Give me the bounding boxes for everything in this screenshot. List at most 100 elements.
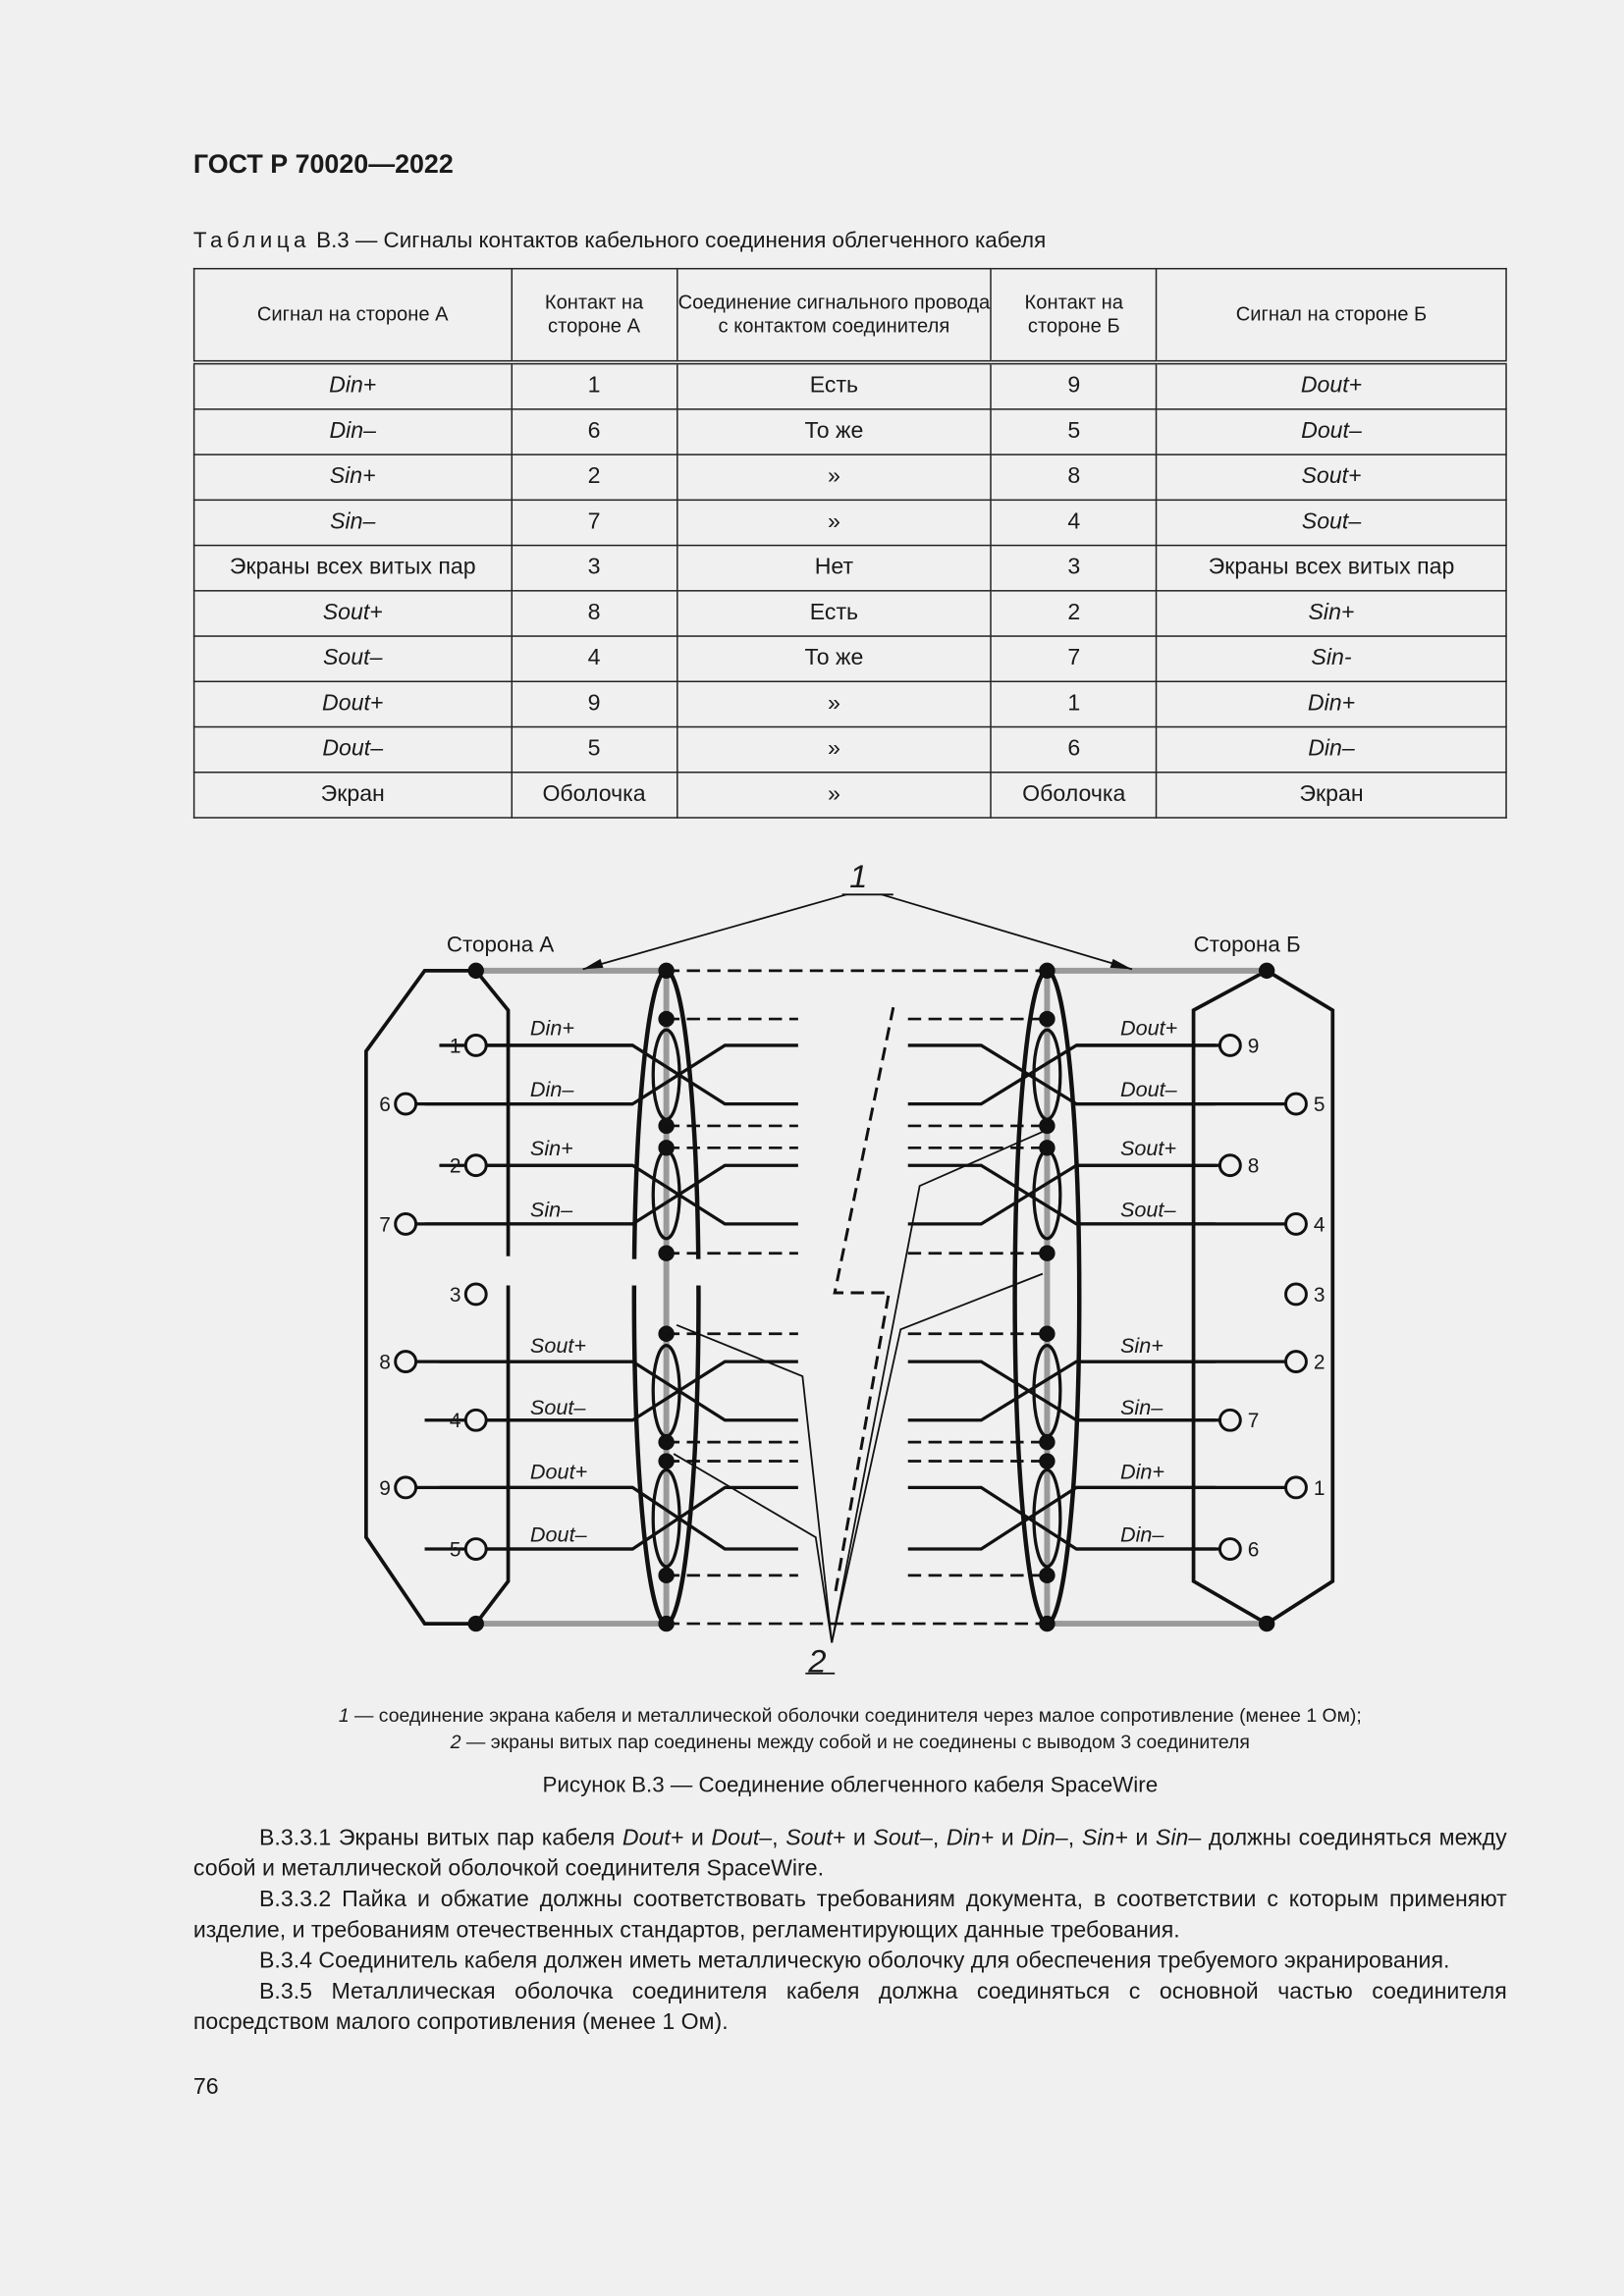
pin-number-a: 6 — [379, 1094, 391, 1116]
pin-circle — [1284, 1092, 1308, 1116]
table-cell: Din– — [192, 408, 513, 455]
text-run: В.3.3.2 Пайка и обжатие должны соответст… — [192, 1887, 1507, 1944]
text-run: В.3.5 Металлическая оболочка соединителя… — [192, 1979, 1507, 2036]
pin-circle — [463, 1153, 488, 1178]
text-run: Din– — [1021, 1825, 1068, 1851]
body-text: В.3.3.1 Экраны витых пар кабеля Dout+ и … — [193, 1823, 1507, 2038]
note-number: 2 — [450, 1730, 461, 1753]
connector-b-inner — [1191, 969, 1269, 1626]
shield-junction-dot — [1258, 1615, 1275, 1632]
arrow-head — [582, 958, 604, 970]
document-header: ГОСТ Р 70020—2022 — [192, 149, 454, 179]
junction-dot — [1039, 1245, 1056, 1261]
table-cell: Оболочка — [990, 772, 1158, 819]
pin-circle — [463, 1033, 488, 1057]
table-cell: » — [676, 680, 993, 728]
table-caption-text: В.3 — Сигналы контактов кабельного соеди… — [309, 228, 1047, 254]
pin-number-b: 4 — [1314, 1213, 1326, 1236]
signal-label-b: Dout+ — [1120, 1015, 1177, 1040]
table-cell: 7 — [990, 635, 1158, 683]
table-cell: Din+ — [192, 361, 513, 410]
table-cell: » — [676, 772, 993, 819]
callout-1: 1 — [849, 858, 867, 894]
signal-label-b: Sin– — [1120, 1395, 1164, 1419]
gap — [626, 1258, 642, 1286]
text-run: и — [683, 1825, 712, 1851]
note-number: 1 — [338, 1704, 350, 1727]
signal-label-a: Sin– — [530, 1197, 573, 1221]
shield-junction-dot — [1039, 962, 1056, 980]
callout-leader — [676, 1323, 834, 1643]
table-cell: Din+ — [1156, 680, 1507, 728]
signal-label-b: Din– — [1120, 1522, 1164, 1547]
table-cell: Dout– — [1156, 408, 1507, 455]
col-header: Сигнал на стороне Б — [1156, 267, 1507, 365]
wire — [439, 1485, 798, 1551]
callout-2: 2 — [807, 1642, 826, 1679]
gap — [690, 1258, 706, 1286]
pin-circle — [394, 1092, 418, 1116]
table-row: Экран Оболочка» Оболочка Экран — [192, 772, 1507, 819]
table-cell: 6 — [990, 725, 1158, 774]
pair-shield-ellipse — [1032, 1468, 1062, 1569]
figure-note-2: 2 — экраны витых пар соединены между соб… — [193, 1731, 1507, 1752]
table-cell: Оболочка — [511, 772, 678, 819]
table-cell: Экран — [1156, 772, 1507, 819]
text-run: Sin+ — [1081, 1825, 1128, 1851]
text-run: и — [845, 1825, 874, 1851]
table-cell: Sin+ — [192, 454, 513, 502]
paragraph: В.3.3.1 Экраны витых пар кабеля Dout+ и … — [193, 1823, 1507, 1885]
col-header: Контакт на стороне Б — [990, 267, 1158, 365]
table-cell: » — [676, 725, 993, 774]
text-run: Sout+ — [785, 1825, 846, 1851]
pin-number-b: 5 — [1314, 1094, 1326, 1116]
pin-number-b: 1 — [1314, 1477, 1326, 1500]
junction-dot — [1039, 1453, 1056, 1469]
paragraph: В.3.3.2 Пайка и обжатие должны соответст… — [193, 1885, 1507, 1947]
callout-leader — [673, 1453, 834, 1643]
connector-a-inner — [474, 1285, 511, 1626]
text-run: должны соединяться между собой и металли… — [192, 1825, 1507, 1882]
table-cell: То же — [676, 635, 993, 683]
side-a-label: Сторона А — [447, 932, 554, 956]
table-cell: 5 — [990, 408, 1158, 455]
text-run: и — [994, 1825, 1022, 1851]
signal-table: Сигнал на стороне А Контакт на стороне А… — [192, 267, 1507, 819]
pin-circle — [1284, 1282, 1308, 1307]
cable-break-line — [833, 1006, 895, 1596]
signal-label-a: Dout– — [530, 1522, 588, 1547]
table-cell: Экран — [192, 772, 513, 819]
text-run: Dout– — [711, 1825, 773, 1851]
pin-circle — [1218, 1537, 1242, 1561]
paragraph: В.3.5 Металлическая оболочка соединителя… — [193, 1977, 1507, 2039]
pin-number-b: 2 — [1314, 1352, 1326, 1374]
signal-label-a: Din+ — [530, 1015, 574, 1040]
table-row: Dout+ 9» 1 Din+ — [192, 680, 1507, 728]
signal-label-a: Sout+ — [530, 1333, 586, 1358]
table-caption-prefix: Таблица — [192, 228, 310, 254]
signal-label-b: Din+ — [1120, 1459, 1164, 1483]
table-cell: 8 — [990, 454, 1158, 502]
figure-note-1: 1 — соединение экрана кабеля и металличе… — [193, 1704, 1507, 1726]
table-cell: Sin– — [192, 499, 513, 547]
table-cell: » — [676, 499, 993, 547]
pin-circle — [394, 1475, 418, 1500]
table-cell: 1 — [511, 361, 678, 410]
table-row: Din+ 1 Есть 9 Dout+ — [192, 361, 1507, 410]
signal-label-a: Dout+ — [530, 1459, 587, 1483]
table-cell: 2 — [990, 590, 1158, 637]
table-cell: 9 — [511, 680, 678, 728]
col-header: Соединение сигнального провода с контакт… — [676, 267, 993, 365]
pin-circle — [1284, 1211, 1308, 1236]
table-cell: 8 — [511, 590, 678, 637]
text-run: , — [772, 1825, 786, 1851]
pin-number-a: 2 — [450, 1155, 461, 1178]
pin-number-a: 4 — [450, 1410, 461, 1432]
table-header-row: Сигнал на стороне А Контакт на стороне А… — [192, 267, 1507, 365]
pin-number-b: 9 — [1248, 1035, 1260, 1057]
side-b-label: Сторона Б — [1194, 932, 1301, 956]
shield-junction-dot — [467, 1615, 484, 1632]
table-cell: Sin+ — [1156, 590, 1507, 637]
pin-circle — [463, 1408, 488, 1432]
